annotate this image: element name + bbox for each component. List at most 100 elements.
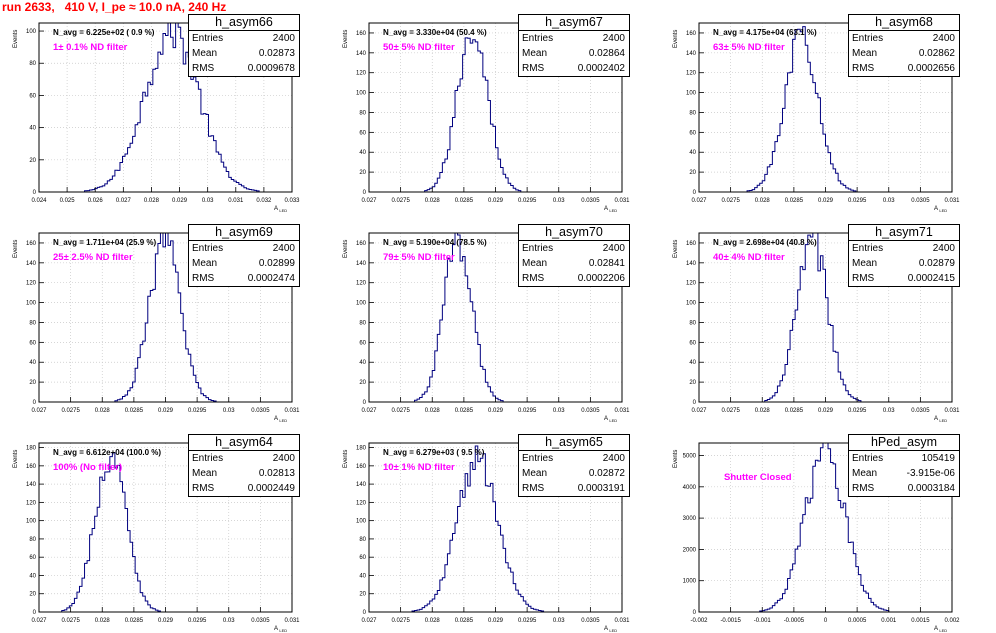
stats-row-entries: Entries 2400 [849,241,959,256]
x-tick-label: 0.0285 [455,618,474,624]
x-tick-label: 0.029 [488,408,504,414]
y-axis-title: Events [343,449,349,468]
x-tick-label: 0.001 [881,618,897,624]
x-tick-label: 0.0305 [581,618,600,624]
y-tick-label: 40 [689,360,696,366]
x-tick-label: 0.03 [883,408,895,414]
stats-key: Entries [192,453,224,464]
y-axis-title: Events [673,29,679,48]
x-tick-label: 0.027 [31,618,47,624]
y-tick-label: 40 [29,126,36,132]
x-tick-label: 0.0275 [391,618,410,624]
x-tick-label: 0.028 [425,618,441,624]
stats-box: h_asym65 Entries 2400 Mean 0.02872 RMS 0.00031… [518,434,630,497]
y-tick-label: 60 [359,340,366,346]
y-tick-label: 0 [693,400,697,406]
y-tick-label: 60 [29,555,36,561]
x-axis-subscript: LED [609,628,618,633]
x-axis-title: A LED [934,626,948,633]
x-tick-label: 0.028 [95,618,111,624]
y-tick-label: 160 [26,464,37,470]
y-tick-label: 1000 [683,579,697,585]
filter-label: Shutter Closed [724,472,792,483]
y-tick-label: 100 [26,519,37,525]
stats-value: 2400 [932,243,955,254]
n-avg-annotation: N_avg = 6.612e+04 (100.0 %) [53,448,162,457]
y-tick-label: 100 [686,91,697,97]
x-tick-label: 0.0295 [848,408,867,414]
stats-value: 2400 [602,243,625,254]
histogram-name: h_asym70 [519,225,629,241]
y-tick-label: 80 [29,537,36,543]
x-tick-label: 0.0285 [455,408,474,414]
y-tick-label: 20 [29,380,36,386]
x-axis-title: A LED [274,416,288,424]
histogram-name: h_asym65 [519,435,629,451]
x-tick-label: 0.0305 [911,408,930,414]
stats-key: Entries [522,243,554,254]
x-tick-label: 0.028 [425,408,441,414]
stats-value: 0.02872 [588,468,625,479]
stats-value: 0.02873 [258,48,295,59]
y-tick-label: 120 [356,500,367,506]
histogram-plot-h_asym66: 0.024 0.025 0.026 0.027 0.028 0.029 0.03 0.031 0… [26,22,300,204]
stats-key: RMS [852,273,875,284]
stats-box: hPed_asym Entries 105419 Mean -3.915e-06 RMS 0… [848,434,960,497]
n-avg-annotation: N_avg = 6.279e+03 ( 9.5 %) [383,448,485,457]
x-tick-label: 0.031 [944,408,960,414]
stats-row-mean: Mean 0.02872 [519,466,629,481]
stats-key: Entries [522,453,554,464]
stats-key: RMS [192,63,215,74]
x-tick-label: -0.0005 [784,618,805,624]
plot-frame [38,22,293,193]
x-tick-label: 0.0295 [848,198,867,204]
x-tick-label: 0.027 [361,408,377,414]
x-tick-label: 0.0275 [61,408,80,414]
x-axis-title: A LED [274,626,288,633]
stats-value: 0.02841 [588,258,625,269]
x-tick-label: 0.0275 [391,198,410,204]
stats-value: -3.915e-06 [906,468,955,479]
x-tick-label: 0.025 [60,198,76,204]
y-tick-label: 40 [359,360,366,366]
stats-row-rms: RMS 0.0002656 [849,61,959,76]
x-tick-label: 0.031 [614,618,630,624]
stats-key: Entries [192,243,224,254]
stats-row-rms: RMS 0.0002449 [189,481,299,496]
y-tick-label: 180 [356,446,367,452]
stats-key: Mean [522,258,548,269]
stats-box: h_asym67 Entries 2400 Mean 0.02864 RMS 0.00024… [518,14,630,77]
y-tick-label: 0 [693,610,697,616]
stats-value: 0.02813 [258,468,295,479]
y-tick-label: 0 [363,400,367,406]
stats-key: Entries [522,33,554,44]
x-tick-label: 0.028 [95,408,111,414]
x-tick-label: 0.0005 [848,618,867,624]
histogram-name: h_asym66 [189,15,299,31]
x-tick-label: 0.03 [223,618,235,624]
x-tick-label: 0.028 [755,198,771,204]
histogram-name: h_asym64 [189,435,299,451]
y-tick-label: 80 [359,320,366,326]
histogram-panel-h_asym70: 0.027 0.0275 0.028 0.0285 0.029 0.0295 0.03 0.0… [330,220,660,423]
histogram-panel-hPed_asym: -0.002 -0.0015 -0.001 -0.0005 0 0.0005 0.001 0.… [660,430,990,633]
stats-value: 0.0002449 [247,483,295,494]
stats-key: RMS [522,483,545,494]
x-tick-label: 0.0305 [251,408,270,414]
histogram-plot-h_asym65: 0.027 0.0275 0.028 0.0285 0.029 0.0295 0.03 0.0… [356,442,630,624]
stats-value: 0.02864 [588,48,625,59]
y-tick-label: 0 [33,400,37,406]
stats-row-mean: Mean 0.02879 [849,256,959,271]
x-tick-label: 0.029 [158,618,174,624]
y-axis-title: Events [13,239,19,258]
stats-value: 0.0003184 [907,483,955,494]
stats-value: 0.0002206 [577,273,625,284]
y-tick-label: 0 [33,610,37,616]
stats-row-rms: RMS 0.0002402 [519,61,629,76]
x-tick-label: 0.0285 [125,618,144,624]
filter-label: 25± 2.5% ND filter [53,252,133,263]
y-tick-label: 60 [359,130,366,136]
y-tick-label: 20 [29,158,36,164]
x-tick-label: 0.029 [172,198,188,204]
y-tick-label: 100 [26,301,37,307]
